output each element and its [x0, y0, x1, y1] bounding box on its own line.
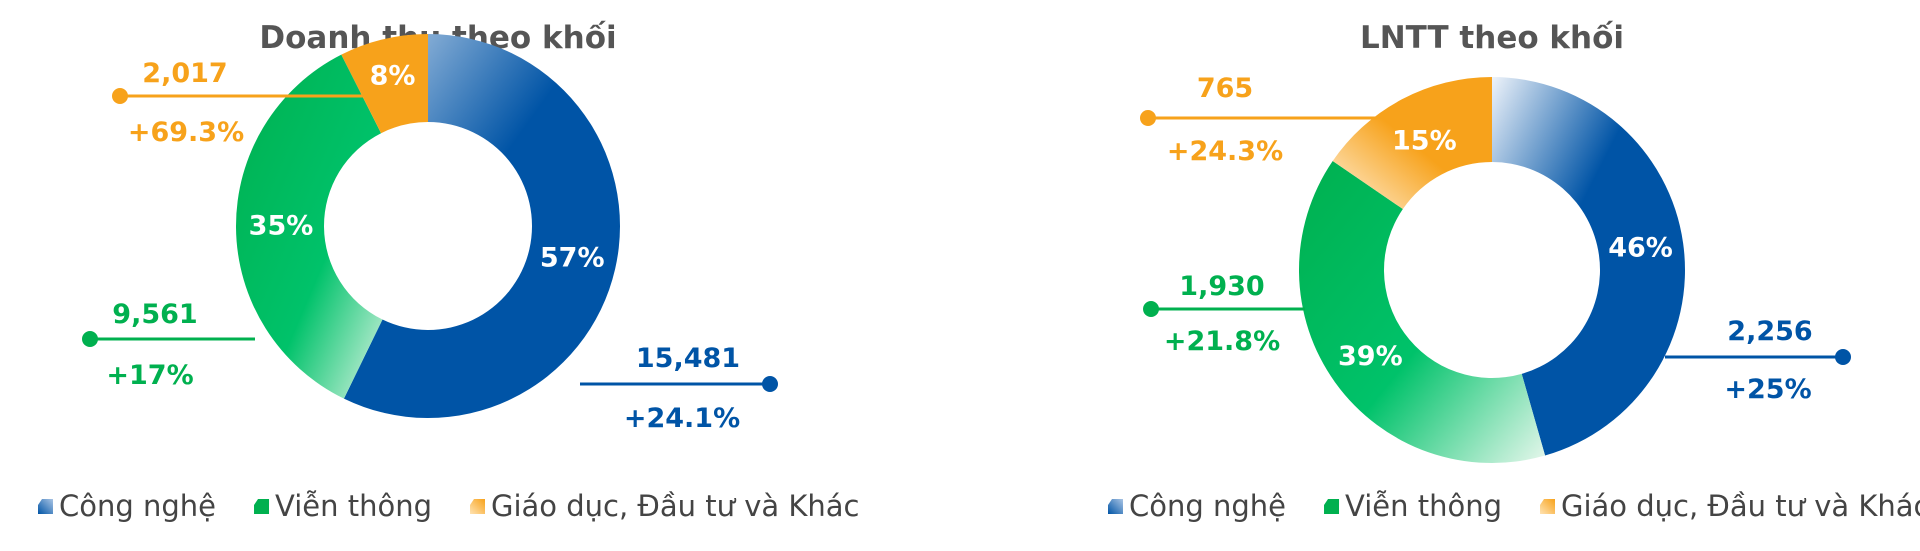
- percent-label-cong-nghe: 46%: [1608, 233, 1673, 264]
- leader-dot-cong-nghe: [1835, 349, 1851, 365]
- revenue-donut-chart: Doanh thu theo khối 57%35%8% 15,481+24.1…: [38, 20, 860, 523]
- legend-label-giao-duc: Giáo dục, Đầu tư và Khác: [491, 489, 860, 523]
- legend-swatch-giao-duc: [470, 499, 485, 514]
- legend-label-cong-nghe: Công nghệ: [59, 489, 216, 523]
- value-label-vien-thong: 9,561: [112, 299, 197, 330]
- percent-label-vien-thong: 39%: [1338, 341, 1403, 372]
- callouts: 15,481 +24.1% 9,561 +17% 2,017 +69.3%: [82, 58, 778, 434]
- percent-labels: 57% 35% 8%: [249, 61, 605, 274]
- slice-giao-duc: [341, 34, 428, 134]
- legend[interactable]: Công nghệ Viễn thông Giáo dục, Đầu tư và K…: [38, 489, 860, 523]
- leader-dot-giao-duc: [1140, 110, 1156, 126]
- growth-label-giao-duc: +69.3%: [128, 117, 244, 148]
- growth-label-vien-thong: +17%: [106, 360, 193, 391]
- percent-label-giao-duc: 8%: [370, 61, 416, 92]
- callouts: 2,256 +25% 1,930 +21.8% 765 +24.3%: [1140, 73, 1851, 405]
- slice-vien-thong: [1298, 161, 1546, 463]
- legend-swatch-cong-nghe: [1108, 499, 1123, 514]
- legend-swatch-cong-nghe: [38, 499, 53, 514]
- legend-item-vien-thong[interactable]: Viễn thông: [254, 489, 432, 523]
- percent-label-vien-thong: 35%: [249, 211, 314, 242]
- donut-slices: [1298, 76, 1685, 463]
- value-label-cong-nghe: 2,256: [1727, 316, 1812, 347]
- slice-giao-duc: [1332, 76, 1492, 210]
- value-label-vien-thong: 1,930: [1179, 271, 1264, 302]
- legend-swatch-vien-thong: [254, 499, 270, 514]
- chart-title: LNTT theo khối: [1360, 20, 1624, 56]
- leader-dot-vien-thong: [1143, 301, 1159, 317]
- legend-item-vien-thong[interactable]: Viễn thông: [1324, 489, 1502, 523]
- leader-dot-vien-thong: [82, 331, 98, 347]
- growth-label-cong-nghe: +25%: [1724, 374, 1811, 405]
- growth-label-cong-nghe: +24.1%: [624, 403, 740, 434]
- legend-label-giao-duc: Giáo dục, Đầu tư và Khác: [1561, 489, 1920, 523]
- slice-cong-nghe: [1492, 77, 1685, 456]
- legend-item-cong-nghe[interactable]: Công nghệ: [38, 489, 216, 523]
- growth-label-vien-thong: +21.8%: [1164, 326, 1280, 357]
- percent-labels: 46% 39% 15%: [1338, 125, 1673, 372]
- donut-slices: [236, 34, 620, 418]
- legend-swatch-vien-thong: [1324, 499, 1340, 514]
- legend-label-cong-nghe: Công nghệ: [1129, 489, 1286, 523]
- slice-vien-thong: [236, 54, 383, 399]
- profit-donut-chart: LNTT theo khối 46% 39% 15% 2,256 +25% 1,930 +…: [1108, 20, 1920, 523]
- legend-label-vien-thong: Viễn thông: [275, 489, 432, 523]
- value-label-cong-nghe: 15,481: [636, 343, 740, 374]
- value-label-giao-duc: 765: [1197, 73, 1253, 104]
- value-label-giao-duc: 2,017: [142, 58, 227, 89]
- growth-label-giao-duc: +24.3%: [1167, 136, 1283, 167]
- legend[interactable]: Công nghệ Viễn thông Giáo dục, Đầu tư và K…: [1108, 489, 1920, 523]
- legend-label-vien-thong: Viễn thông: [1345, 489, 1502, 523]
- percent-label-cong-nghe: 57%: [540, 243, 605, 274]
- legend-item-cong-nghe[interactable]: Công nghệ: [1108, 489, 1286, 523]
- leader-dot-cong-nghe: [762, 376, 778, 392]
- legend-item-giao-duc[interactable]: Giáo dục, Đầu tư và Khác: [1540, 489, 1920, 523]
- legend-swatch-giao-duc: [1540, 499, 1555, 514]
- leader-dot-giao-duc: [112, 88, 128, 104]
- percent-label-giao-duc: 15%: [1392, 125, 1457, 156]
- slice-cong-nghe: [343, 34, 620, 418]
- legend-item-giao-duc[interactable]: Giáo dục, Đầu tư và Khác: [470, 489, 860, 523]
